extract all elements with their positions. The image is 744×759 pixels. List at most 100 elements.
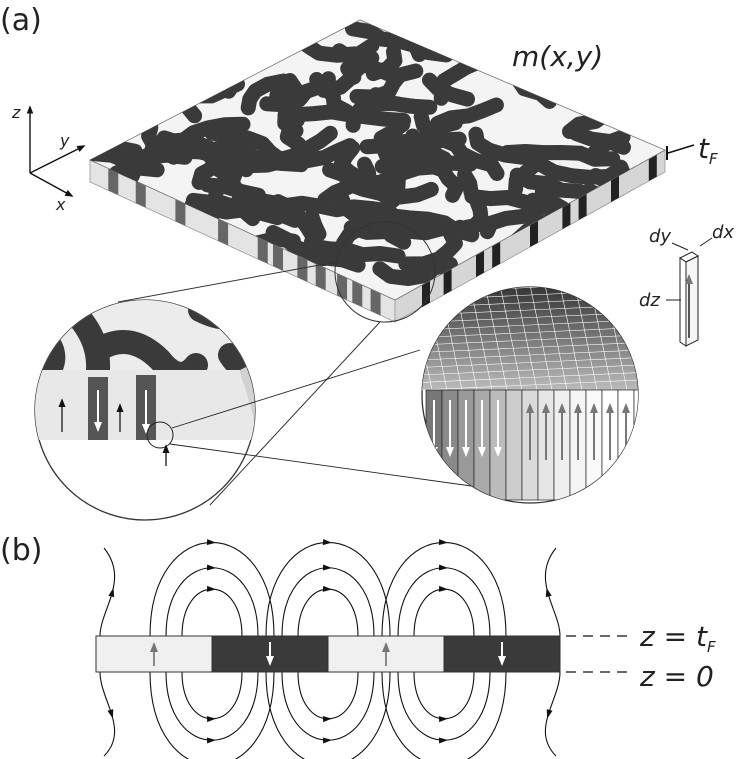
domain-worm: [508, 157, 542, 197]
discretization-circle: [421, 286, 639, 504]
field-arrowhead: [546, 709, 553, 719]
domain-worm: [568, 126, 631, 155]
field-line: [165, 671, 259, 741]
domain-worm: [343, 217, 425, 240]
stray-field-lines: [99, 539, 561, 759]
domain-worm: [277, 73, 304, 139]
field-arrowhead: [438, 716, 448, 723]
side-stripe: [175, 199, 186, 226]
domain-worm: [413, 109, 452, 148]
grid-column: [633, 389, 638, 501]
side-stripe: [273, 244, 283, 271]
side-stripe: [530, 220, 538, 247]
panel-b-label: (b): [0, 533, 42, 568]
field-arrowhead: [438, 585, 448, 592]
domain-worm: [159, 60, 203, 124]
field-line: [397, 671, 491, 741]
axis-z-label: z: [11, 103, 21, 122]
coordinate-axes: [26, 105, 86, 197]
field-line: [181, 671, 243, 720]
side-stripe: [352, 280, 363, 307]
side-stripe: [218, 218, 229, 246]
side-stripe: [648, 154, 657, 181]
side-stripe: [476, 250, 484, 277]
field-line: [413, 588, 475, 637]
domain-worm: [457, 167, 489, 235]
domain-worm: [401, 156, 465, 203]
domain-worm: [303, 238, 406, 264]
domain-worm: [185, 192, 305, 217]
field-arrowhead: [545, 587, 552, 598]
thickness-label: t: [698, 132, 710, 165]
bottom-level-label: z = 0: [639, 660, 714, 693]
domain-bar: [95, 635, 561, 673]
side-stripe: [257, 237, 268, 264]
domain-worm: [372, 256, 458, 286]
zoom-indicator: [117, 221, 436, 506]
field-line: [297, 671, 359, 720]
top-level-sub: F: [707, 638, 716, 656]
domain-worm: [322, 162, 401, 208]
field-line: [297, 588, 359, 637]
svg-text:tF: tF: [698, 132, 718, 168]
field-line: [281, 671, 375, 741]
domain-worm: [373, 116, 425, 174]
field-line: [149, 671, 275, 759]
domain-worm: [299, 138, 358, 169]
side-stripe: [562, 202, 571, 229]
domain-worm: [301, 250, 366, 273]
field-arrowhead: [206, 585, 216, 592]
axis-x-label: x: [55, 195, 66, 214]
svg-text:z = tF: z = tF: [639, 620, 716, 656]
side-stripe: [611, 175, 619, 202]
top-level-label: z = t: [639, 620, 708, 653]
field-arrowhead: [322, 716, 332, 723]
panel-a-label: (a): [0, 3, 42, 38]
unit-cell: [666, 237, 713, 347]
side-stripe: [492, 241, 501, 268]
side-domain-stripes: [108, 154, 657, 316]
field-arrowhead: [206, 737, 216, 744]
field-line: [165, 567, 259, 637]
field-arrowhead: [322, 737, 332, 744]
field-line: [281, 567, 375, 637]
cell-dx-label: dx: [712, 222, 734, 243]
domain-worm: [479, 196, 557, 240]
cell-dz-label: dz: [639, 290, 660, 311]
grid-column: [505, 389, 523, 501]
magnetization-label: m(x,y): [512, 40, 603, 73]
field-arrowhead: [438, 539, 448, 546]
field-line: [381, 671, 507, 759]
field-arrowhead: [206, 539, 216, 546]
domain-worm: [468, 126, 547, 165]
field-line: [265, 671, 391, 759]
field-arrowhead: [206, 716, 216, 723]
field-arrowhead: [438, 737, 448, 744]
domain-worm: [156, 130, 237, 177]
field-arrowhead: [322, 539, 332, 546]
domain-worm: [309, 72, 355, 119]
field-line: [181, 588, 243, 637]
thickness-sub: F: [709, 150, 718, 168]
field-line: [413, 671, 475, 720]
field-arrowhead: [107, 709, 114, 719]
thickness-marker: tF: [666, 132, 718, 168]
field-arrowhead: [206, 564, 216, 571]
side-stripe: [578, 193, 587, 220]
side-stripe: [135, 181, 146, 208]
domain-worm: [349, 63, 424, 105]
domain-worm: [202, 42, 242, 99]
field-arrowhead: [108, 587, 115, 598]
level-lines: [566, 635, 632, 673]
side-stripe: [370, 288, 381, 316]
field-arrowhead: [322, 585, 332, 592]
side-stripe: [422, 280, 430, 307]
side-stripe: [315, 263, 326, 291]
domain-worm: [300, 38, 380, 66]
domain-worm: [123, 82, 158, 138]
axis-y-label: y: [59, 131, 70, 150]
domain-worm: [239, 125, 338, 167]
cell-dy-label: dy: [649, 226, 671, 247]
domain-worm: [199, 177, 266, 203]
